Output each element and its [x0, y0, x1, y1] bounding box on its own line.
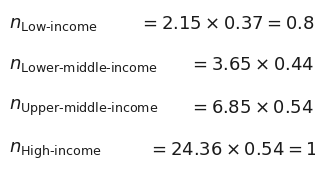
Text: $= 2.15 \times 0.37 = 0.80$: $= 2.15 \times 0.37 = 0.80$ [139, 15, 315, 33]
Text: $= 24.36 \times 0.54 = 13.20$: $= 24.36 \times 0.54 = 13.20$ [148, 141, 315, 160]
Text: $= 6.85 \times 0.54 = 3.70$: $= 6.85 \times 0.54 = 3.70$ [189, 99, 315, 117]
Text: $n_{\mathregular{Upper\text{-}middle\text{-}income}}$: $n_{\mathregular{Upper\text{-}middle\tex… [9, 98, 159, 118]
Text: $n_{\mathregular{High\text{-}income}}$: $n_{\mathregular{High\text{-}income}}$ [9, 140, 102, 161]
Text: $= 3.65 \times 0.44 = 1.61$: $= 3.65 \times 0.44 = 1.61$ [189, 56, 315, 74]
Text: $n_{\mathregular{Low\text{-}income}}$: $n_{\mathregular{Low\text{-}income}}$ [9, 15, 98, 33]
Text: $n_{\mathregular{Lower\text{-}middle\text{-}income}}$: $n_{\mathregular{Lower\text{-}middle\tex… [9, 56, 158, 74]
